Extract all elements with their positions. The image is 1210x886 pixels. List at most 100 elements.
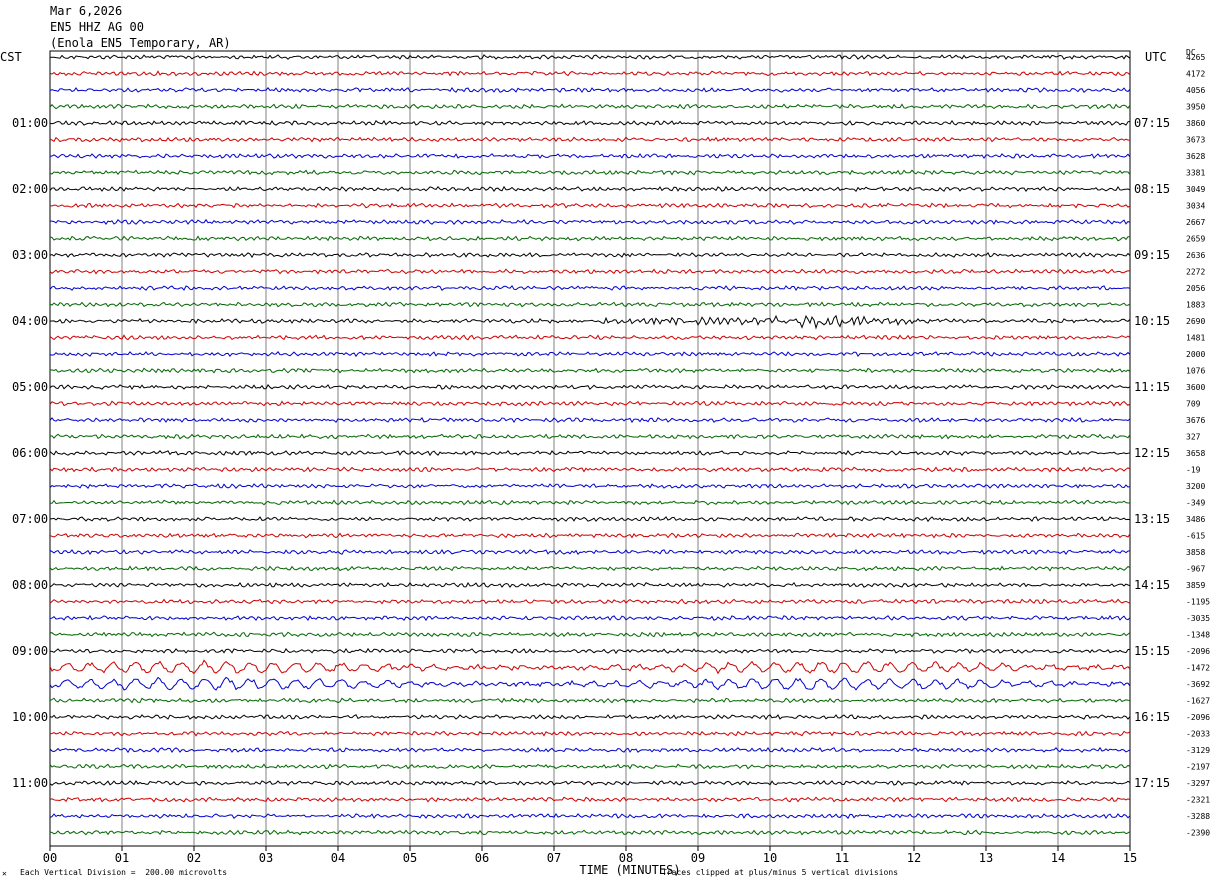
cst-hour-label: 07:00 (12, 512, 48, 526)
dc-value-label: 327 (1186, 433, 1201, 442)
x-tick-label: 11 (835, 851, 849, 865)
trace-line (49, 565, 1131, 572)
dc-value-label: -2321 (1186, 796, 1210, 805)
plot-frame (49, 50, 1131, 847)
dc-value-label: -1195 (1186, 598, 1210, 607)
dc-value-label: -2096 (1186, 647, 1210, 656)
dc-value-label: -1472 (1186, 664, 1210, 673)
x-tick-label: 04 (331, 851, 345, 865)
station-channel: EN5 HHZ AG 00 (50, 20, 144, 34)
trace-line (49, 54, 1131, 60)
trace-line (49, 499, 1131, 506)
dc-value-label: 3049 (1186, 185, 1205, 194)
cst-hour-label: 04:00 (12, 314, 48, 328)
trace-line (49, 812, 1131, 820)
trace-line (49, 780, 1131, 787)
dc-value-label: -349 (1186, 499, 1205, 508)
trace-line (49, 631, 1131, 638)
x-tick-label: 10 (763, 851, 777, 865)
dc-value-label: 2000 (1186, 350, 1205, 359)
dc-value-label: 4172 (1186, 70, 1205, 79)
trace-line (49, 235, 1130, 242)
dc-value-label: 3486 (1186, 515, 1205, 524)
x-tick-label: 02 (187, 851, 201, 865)
x-tick-label: 09 (691, 851, 705, 865)
dc-value-label: 2690 (1186, 317, 1205, 326)
x-tick-label: 01 (115, 851, 129, 865)
dc-value-label: 709 (1186, 400, 1201, 409)
dc-value-label: 3859 (1186, 581, 1205, 590)
utc-hour-label: 14:15 (1134, 578, 1170, 592)
cst-hour-label: 06:00 (12, 446, 48, 460)
dc-value-label: 3673 (1186, 136, 1205, 145)
dc-value-label: 3676 (1186, 416, 1205, 425)
trace-line (49, 659, 1131, 675)
cst-axis-title: CST (0, 50, 22, 64)
trace-line (49, 516, 1131, 523)
trace-line (49, 714, 1131, 721)
utc-hour-label: 09:15 (1134, 248, 1170, 262)
dc-value-label: 4056 (1186, 86, 1205, 95)
dc-value-label: 2056 (1186, 284, 1205, 293)
dc-value-label: -2033 (1186, 730, 1210, 739)
dc-value-label: 4265 (1186, 53, 1205, 62)
utc-hour-label: 07:15 (1134, 116, 1170, 130)
dc-value-label: -1627 (1186, 697, 1210, 706)
cst-hour-label: 01:00 (12, 116, 48, 130)
utc-hour-label: 16:15 (1134, 710, 1170, 724)
dc-value-label: 3200 (1186, 482, 1205, 491)
utc-hour-label: 12:15 (1134, 446, 1170, 460)
trace-line (49, 136, 1130, 143)
trace-line (49, 152, 1131, 160)
trace-line (49, 334, 1131, 341)
trace-line (49, 417, 1131, 424)
trace-line (49, 86, 1131, 94)
trace-line (49, 252, 1131, 259)
utc-hour-label: 15:15 (1134, 644, 1170, 658)
dc-value-label: 2659 (1186, 235, 1205, 244)
trace-line (49, 466, 1131, 473)
trace-line (49, 449, 1131, 457)
trace-line (49, 581, 1131, 588)
trace-line (49, 676, 1131, 691)
corner-mark-icon: ✕ (2, 869, 7, 878)
trace-line (49, 829, 1131, 836)
dc-value-label: 3858 (1186, 548, 1205, 557)
station-name: (Enola EN5 Temporary, AR) (50, 36, 231, 50)
cst-hour-label: 09:00 (12, 644, 48, 658)
x-tick-label: 13 (979, 851, 993, 865)
trace-line (49, 433, 1131, 440)
dc-value-label: 3860 (1186, 119, 1205, 128)
trace-line (49, 763, 1131, 770)
dc-value-label: 2272 (1186, 268, 1205, 277)
dc-value-label: -1348 (1186, 631, 1210, 640)
trace-line (49, 384, 1131, 391)
x-tick-label: 05 (403, 851, 417, 865)
dc-value-label: 2636 (1186, 251, 1205, 260)
cst-hour-label: 05:00 (12, 380, 48, 394)
dc-value-label: 3950 (1186, 103, 1205, 112)
trace-line (49, 598, 1131, 605)
cst-hour-label: 03:00 (12, 248, 48, 262)
clip-note: Traces clipped at plus/minus 5 vertical … (662, 868, 899, 877)
trace-line (49, 314, 1131, 330)
dc-value-label: 1076 (1186, 367, 1205, 376)
dc-value-label: 3034 (1186, 202, 1205, 211)
dc-value-label: -2390 (1186, 829, 1210, 838)
x-tick-label: 15 (1123, 851, 1137, 865)
trace-line (49, 532, 1131, 539)
dc-value-label: -3297 (1186, 779, 1210, 788)
trace-line (49, 202, 1131, 209)
dc-value-label: -3035 (1186, 614, 1210, 623)
dc-value-label: -2096 (1186, 713, 1210, 722)
x-tick-label: 07 (547, 851, 561, 865)
utc-hour-label: 17:15 (1134, 776, 1170, 790)
dc-value-label: 3381 (1186, 169, 1205, 178)
cst-hour-label: 02:00 (12, 182, 48, 196)
trace-line (49, 185, 1131, 193)
dc-value-label: -615 (1186, 532, 1205, 541)
trace-line (49, 285, 1131, 292)
x-tick-label: 12 (907, 851, 921, 865)
x-tick-label: 03 (259, 851, 273, 865)
